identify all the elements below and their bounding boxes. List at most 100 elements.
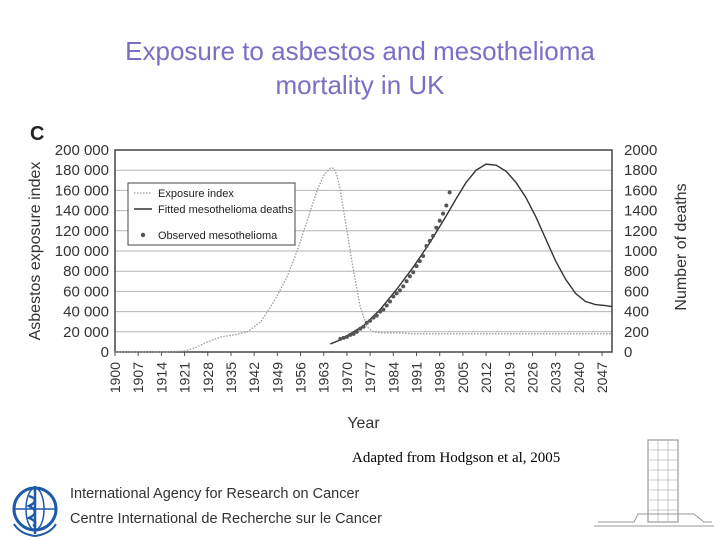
- observed-point: [407, 274, 412, 279]
- observed-point: [397, 288, 402, 293]
- x-tick-label: 1907: [130, 362, 146, 393]
- y-right-axis-title: Number of deaths: [673, 183, 690, 310]
- observed-point: [447, 190, 452, 195]
- slide-title-line1: Exposure to asbestos and mesothelioma: [125, 36, 595, 66]
- x-tick-label: 1942: [246, 362, 262, 393]
- y-right-tick-label: 0: [624, 344, 632, 361]
- y-right-tick-label: 800: [624, 263, 649, 280]
- x-tick-label: 1956: [293, 362, 309, 393]
- observed-point: [427, 238, 432, 243]
- exposure-mortality-chart: 0 0 20 000 200 40 000 400 60 000 600 80 000 800 10…: [27, 123, 690, 432]
- y-right-tick-label: 1000: [624, 243, 657, 260]
- observed-point: [348, 332, 353, 337]
- observed-point: [358, 326, 363, 331]
- y-right-tick-label: 1200: [624, 223, 657, 240]
- observed-point: [384, 303, 389, 308]
- x-axis-title: Year: [347, 415, 380, 432]
- x-tick-label: 1900: [107, 362, 123, 393]
- x-tick-label: 2026: [524, 362, 540, 393]
- y-right-tick-label: 2000: [624, 142, 657, 159]
- x-tick-label: 1991: [409, 362, 425, 393]
- observed-point: [374, 313, 379, 318]
- observed-point: [431, 233, 436, 238]
- x-tick-label: 1998: [432, 362, 448, 393]
- legend-box: [127, 182, 296, 246]
- citation: Adapted from Hodgson et al, 2005: [352, 450, 561, 466]
- x-tick-label: 2040: [571, 362, 587, 393]
- org-name-fr: Centre International de Recherche sur le…: [70, 511, 382, 527]
- x-tick-label: 2005: [455, 362, 471, 393]
- y-left-tick-label: 140 000: [55, 203, 109, 220]
- legend-label-observed: Observed mesothelioma: [158, 230, 278, 242]
- x-tick-label: 2012: [478, 362, 494, 393]
- x-tick-label: 1935: [223, 362, 239, 393]
- x-tick-label: 1928: [200, 362, 216, 393]
- observed-point: [344, 334, 349, 339]
- building-icon: [594, 439, 714, 527]
- x-tick-label: 2047: [594, 362, 610, 393]
- plot-frame: [114, 149, 613, 353]
- y-right-tick-label: 600: [624, 283, 649, 300]
- slide-title-line2: mortality in UK: [275, 70, 445, 100]
- legend-label-exposure: Exposure index: [158, 188, 234, 200]
- observed-point: [391, 294, 396, 299]
- observed-point: [414, 264, 419, 269]
- x-tick-label: 2019: [501, 362, 517, 393]
- x-tick-label: 1949: [269, 362, 285, 393]
- y-right-tick-label: 1400: [624, 203, 657, 220]
- y-left-tick-label: 80 000: [63, 263, 109, 280]
- observed-point: [444, 203, 449, 208]
- series-exposure-index: [115, 167, 612, 353]
- observed-point: [351, 331, 356, 336]
- y-right-tick-label: 1600: [624, 182, 657, 199]
- observed-point: [354, 329, 359, 334]
- observed-point: [341, 335, 346, 340]
- observed-point: [371, 315, 376, 320]
- y-left-axis-title: Asbestos exposure index: [27, 162, 44, 341]
- observed-point: [388, 299, 393, 304]
- slide-title: Exposure to asbestos and mesothelioma mo…: [0, 34, 720, 102]
- y-left-tick-label: 200 000: [55, 142, 109, 159]
- x-tick-label: 2033: [548, 362, 564, 393]
- observed-point: [364, 320, 369, 325]
- observed-point: [381, 307, 386, 312]
- x-tick-label: 1977: [362, 362, 378, 393]
- observed-point: [361, 324, 366, 329]
- observed-point: [404, 279, 409, 284]
- y-left-tick-label: 20 000: [63, 324, 109, 341]
- observed-point: [411, 270, 416, 275]
- y-right-tick-label: 200: [624, 324, 649, 341]
- who-emblem-icon: [12, 486, 58, 538]
- observed-point: [378, 309, 383, 314]
- panel-label: C: [30, 123, 44, 145]
- y-left-tick-label: 100 000: [55, 243, 109, 260]
- observed-point: [434, 225, 439, 230]
- y-left-tick-label: 60 000: [63, 283, 109, 300]
- observed-point: [338, 336, 343, 341]
- y-left-tick-label: 180 000: [55, 162, 109, 179]
- x-tick-label: 1984: [385, 362, 401, 393]
- x-tick-label: 1914: [153, 362, 169, 393]
- org-name-en: International Agency for Research on Can…: [70, 486, 360, 502]
- observed-point: [424, 243, 429, 248]
- legend-swatch-observed: [140, 232, 146, 238]
- y-left-tick-label: 0: [101, 344, 109, 361]
- x-tick-label: 1970: [339, 362, 355, 393]
- y-left-tick-label: 40 000: [63, 304, 109, 321]
- observed-point: [437, 218, 442, 223]
- observed-point: [401, 284, 406, 289]
- y-right-tick-label: 1800: [624, 162, 657, 179]
- legend-label-fitted: Fitted mesothelioma deaths: [158, 204, 294, 216]
- observed-point: [368, 318, 373, 323]
- y-right-tick-label: 400: [624, 304, 649, 321]
- footer: International Agency for Research on Can…: [0, 439, 720, 540]
- x-tick-label: 1921: [177, 362, 193, 393]
- y-left-tick-label: 120 000: [55, 223, 109, 240]
- observed-point: [394, 291, 399, 296]
- x-tick-label: 1963: [316, 362, 332, 393]
- y-left-tick-label: 160 000: [55, 182, 109, 199]
- observed-point: [421, 254, 426, 259]
- observed-point: [441, 211, 446, 216]
- series-fitted-mesothelioma-deaths: [330, 163, 613, 345]
- observed-point: [417, 259, 422, 264]
